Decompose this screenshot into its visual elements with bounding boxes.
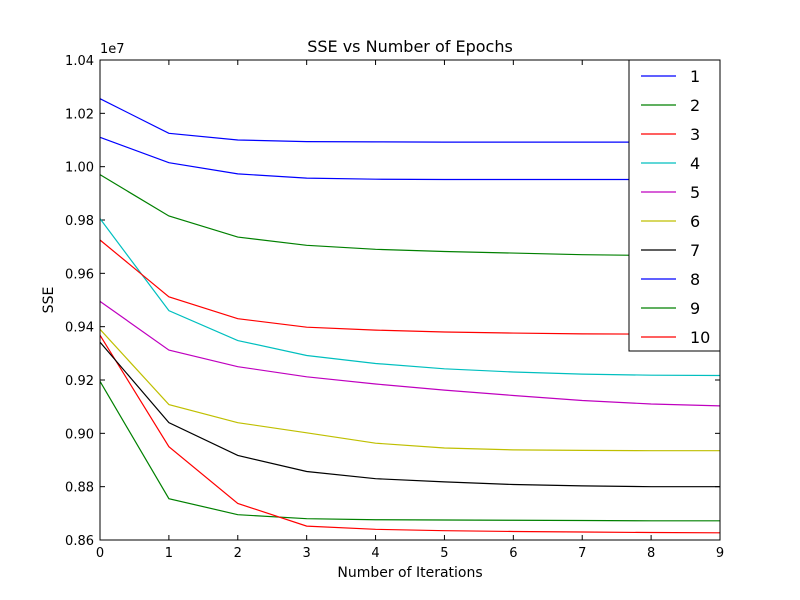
series-line-3 [99, 334, 721, 534]
legend-box [628, 59, 721, 352]
series-line-8 [99, 136, 720, 181]
legend-label-3: 3 [690, 125, 700, 144]
x-tick-label: 4 [371, 546, 379, 561]
legend-label-6: 6 [690, 212, 700, 231]
series-line-1 [99, 98, 720, 143]
series-line-4 [99, 218, 721, 377]
y-tick-label: 0.98 [65, 214, 94, 229]
y-tick-label: 0.96 [65, 267, 94, 282]
chart-title: SSE vs Number of Epochs [307, 37, 513, 56]
series-line-5 [99, 300, 721, 407]
legend-label-1: 1 [690, 67, 700, 86]
x-tick-label: 8 [647, 546, 655, 561]
series-lines [99, 98, 721, 534]
plot-background [100, 60, 720, 540]
legend-label-10: 10 [690, 328, 710, 347]
series-line-10 [99, 239, 721, 335]
y-tick-label: 0.86 [65, 534, 94, 549]
legend: 1 2 3 4 5 6 7 8 9 10 [628, 59, 721, 352]
legend-label-8: 8 [690, 270, 700, 289]
legend-label-7: 7 [690, 241, 700, 260]
x-tick-label: 5 [440, 546, 448, 561]
y-tick-label: 1.04 [65, 54, 94, 69]
y-tick-label: 0.88 [65, 481, 94, 496]
y-axis-label: SSE [41, 287, 57, 314]
y-tick-label: 1.02 [65, 107, 94, 122]
y-tick-label: 0.92 [65, 374, 94, 389]
legend-label-2: 2 [690, 96, 700, 115]
series-line-6 [99, 328, 720, 452]
x-tick-labels: 0 1 2 3 4 5 6 7 8 9 [96, 546, 724, 561]
series-line-9 [99, 174, 721, 257]
series-line-7 [99, 341, 720, 488]
series-line-2 [99, 381, 720, 522]
legend-items: 1 2 3 4 5 6 7 8 9 10 [641, 67, 710, 347]
x-tick-label: 1 [165, 546, 173, 561]
legend-label-4: 4 [690, 154, 700, 173]
x-tick-label: 2 [234, 546, 242, 561]
legend-label-5: 5 [690, 183, 700, 202]
x-tick-label: 9 [716, 546, 724, 561]
plot-area [99, 59, 721, 541]
x-axis-label: Number of Iterations [337, 565, 482, 581]
y-offset-label: 1e7 [100, 42, 125, 57]
x-tick-label: 6 [509, 546, 517, 561]
y-tick-labels: 0.86 0.88 0.90 0.92 0.94 0.96 0.98 1.00 1.02 1.04 [65, 54, 94, 549]
y-tick-label: 1.00 [65, 161, 94, 176]
x-tick-label: 7 [578, 546, 586, 561]
x-tick-label: 0 [96, 546, 104, 561]
legend-label-9: 9 [690, 299, 700, 318]
y-tick-label: 0.90 [65, 427, 94, 442]
x-tick-label: 3 [303, 546, 311, 561]
y-tick-label: 0.94 [65, 321, 94, 336]
